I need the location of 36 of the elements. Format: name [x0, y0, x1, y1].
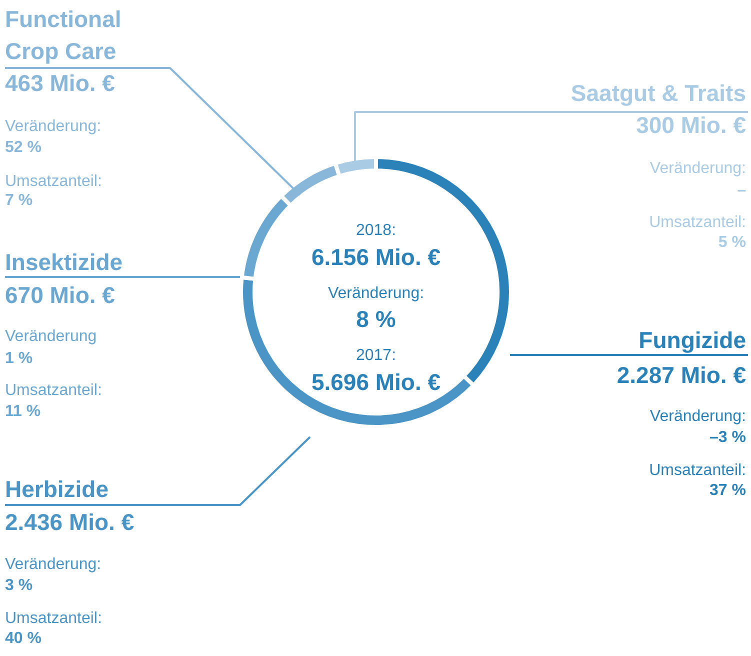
- text: Umsatzanteil:: [5, 173, 102, 192]
- text: 11 %: [5, 403, 41, 422]
- text: Veränderung:: [650, 408, 746, 426]
- text: Veränderung:: [650, 160, 746, 178]
- text: 37 %: [710, 482, 746, 500]
- slice-label: Herbizide: [5, 476, 109, 502]
- text: Umsatzanteil:: [5, 610, 102, 628]
- text: 52 %: [5, 139, 42, 158]
- text: Veränderung:: [5, 118, 102, 136]
- text: Umsatzanteil:: [649, 462, 746, 480]
- text: 1 %: [5, 350, 33, 368]
- text: Umsatzanteil:: [649, 214, 746, 232]
- slice-label: Saatgut & Traits: [570, 80, 746, 106]
- text: 5 %: [718, 234, 746, 252]
- text: Veränderung:: [326, 285, 426, 304]
- text: –: [737, 182, 746, 200]
- text: 3 %: [5, 577, 33, 596]
- text: 2018:: [354, 222, 398, 240]
- data-label: 670 Mio. €: [5, 282, 115, 308]
- text: 2017:: [354, 347, 398, 366]
- data-label: 2.436 Mio. €: [5, 509, 134, 536]
- slice-label: Fungizide: [638, 327, 746, 354]
- text: 6.156 Mio. €: [310, 244, 442, 270]
- slice-label: Functional Crop Care: [5, 5, 122, 66]
- text: –3 %: [710, 429, 746, 448]
- text: 7 %: [5, 192, 33, 210]
- data-label: 463 Mio. €: [5, 70, 115, 96]
- text: 8 %: [355, 306, 397, 332]
- text: Veränderung: [5, 328, 97, 346]
- data-label: 300 Mio. €: [636, 112, 746, 138]
- data-label: 2.287 Mio. €: [616, 362, 746, 388]
- text: 5.696 Mio. €: [310, 369, 442, 396]
- slice-label: Insektizide: [5, 249, 123, 276]
- text: Veränderung:: [5, 556, 102, 574]
- text: 40 %: [5, 630, 42, 648]
- text: Umsatzanteil:: [5, 382, 102, 400]
